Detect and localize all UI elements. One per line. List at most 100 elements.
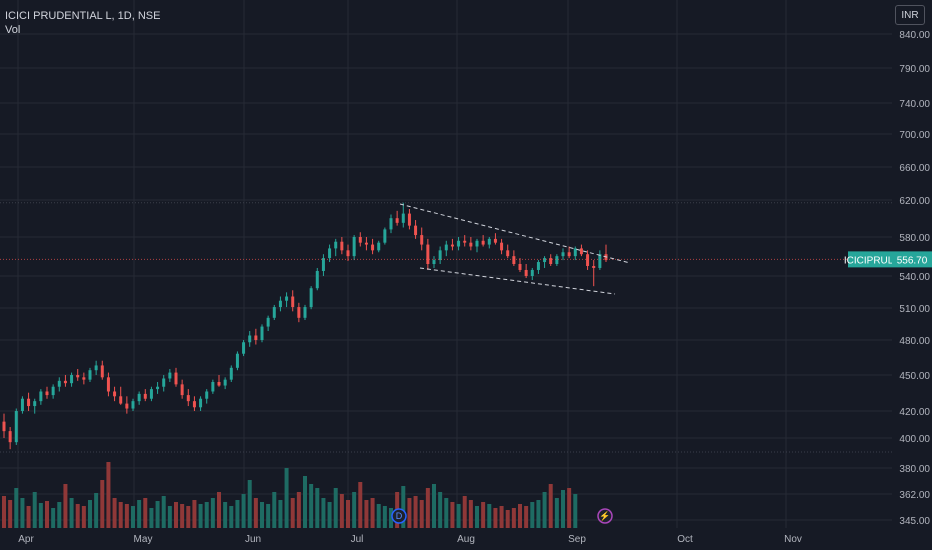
- volume-bar: [419, 500, 424, 528]
- chart-legend: ICICI PRUDENTIAL L, 1D, NSE Vol: [5, 9, 160, 37]
- volume-bar: [536, 500, 541, 528]
- price-tick-label: 660.00: [899, 163, 930, 174]
- candle-body: [186, 395, 190, 402]
- volume-indicator-label[interactable]: Vol: [5, 24, 21, 36]
- volume-bar: [100, 480, 105, 528]
- volume-bar: [88, 500, 92, 528]
- candle-body: [414, 225, 418, 236]
- candle-body: [57, 380, 61, 387]
- candle-body: [438, 250, 442, 261]
- volume-bar: [327, 502, 332, 528]
- volume-bar: [137, 500, 142, 528]
- volume-bar: [69, 498, 74, 528]
- candle-body: [70, 375, 74, 384]
- earnings-icon[interactable]: ⚡: [597, 508, 613, 524]
- candle-body: [573, 248, 577, 257]
- currency-button[interactable]: INR: [895, 5, 925, 25]
- volume-bar: [51, 508, 56, 528]
- candle-body: [358, 237, 362, 243]
- volume-bar: [290, 498, 295, 528]
- candle-body: [586, 254, 590, 266]
- volume-bar: [561, 490, 565, 528]
- volume-bar: [376, 504, 381, 528]
- volume-bar: [468, 500, 473, 528]
- time-axis[interactable]: Apr May Jun Jul Aug Sep Oct Nov: [0, 528, 892, 550]
- candle-body: [229, 367, 233, 380]
- candle-body: [266, 317, 270, 327]
- candle-body: [106, 377, 110, 392]
- volume-bar: [155, 501, 160, 528]
- price-tick-label: 510.00: [899, 304, 930, 315]
- volume-bar: [401, 486, 406, 528]
- candle-body: [260, 326, 264, 340]
- candle-body: [100, 365, 104, 378]
- candle-body: [125, 403, 129, 409]
- price-tick-label: 620.00: [899, 196, 930, 207]
- time-tick-label: Sep: [568, 534, 586, 545]
- volume-bar: [272, 492, 277, 528]
- symbol-title[interactable]: ICICI PRUDENTIAL L, 1D, NSE: [5, 10, 161, 22]
- volume-bar: [444, 498, 449, 528]
- volume-bar: [438, 492, 443, 528]
- time-tick-label: Nov: [784, 534, 802, 545]
- candle-body: [371, 244, 375, 251]
- candle-body: [113, 391, 117, 397]
- trendline-upper[interactable]: [399, 203, 631, 264]
- volume-bar: [321, 498, 326, 528]
- candle-body: [254, 335, 258, 340]
- candle-body: [291, 296, 295, 308]
- volume-bar: [8, 500, 13, 528]
- candle-body: [389, 218, 393, 230]
- candle-body: [20, 398, 24, 411]
- volume-bar: [118, 502, 123, 528]
- candle-body: [149, 389, 153, 399]
- volume-bar: [315, 488, 320, 528]
- volume-bar: [266, 504, 271, 528]
- volume-bar: [389, 508, 393, 528]
- volume-bar: [192, 500, 197, 528]
- candle-body: [536, 262, 540, 270]
- volume-bar: [223, 502, 228, 528]
- volume-bar: [260, 502, 264, 528]
- candle-body: [598, 254, 602, 268]
- candle-body: [76, 375, 80, 378]
- candle-body: [94, 365, 98, 371]
- price-axis[interactable]: 840.00 790.00 740.00 700.00 660.00 620.00 580.…: [892, 0, 932, 528]
- candle-body: [377, 242, 381, 251]
- volume-bar: [370, 498, 375, 528]
- candle-body: [487, 238, 491, 245]
- price-tick-label: 840.00: [899, 30, 930, 41]
- symbol-badge[interactable]: [848, 251, 892, 268]
- candle-body: [192, 401, 196, 408]
- candle-body: [137, 393, 141, 402]
- volume-bar: [511, 508, 516, 528]
- symbol-badge-label: ICICIPRULI: [844, 255, 892, 266]
- volume-bar: [432, 484, 436, 528]
- time-tick-label: May: [134, 534, 153, 545]
- candle-body: [82, 377, 86, 380]
- volume-bar: [94, 493, 99, 528]
- time-tick-label: Oct: [677, 534, 693, 545]
- volume-bar: [499, 506, 504, 528]
- candle-body: [450, 244, 454, 247]
- volume-bar: [241, 494, 246, 528]
- candle-body: [555, 256, 559, 265]
- volume-bar: [217, 492, 221, 528]
- price-chart[interactable]: ICICIPRULI D ⚡: [0, 0, 892, 528]
- candle-body: [407, 213, 411, 226]
- volume-bar: [167, 506, 172, 528]
- volume-bar: [210, 498, 215, 528]
- last-price-badge[interactable]: [892, 251, 932, 268]
- volume-bar: [352, 492, 357, 528]
- candle-body: [579, 248, 583, 255]
- trendline-lower[interactable]: [419, 267, 616, 295]
- candle-body: [500, 242, 504, 251]
- dividend-icon[interactable]: D: [391, 508, 407, 524]
- candle-body: [506, 250, 510, 257]
- candle-body: [383, 229, 387, 243]
- candle-body: [180, 384, 184, 396]
- candle-body: [235, 353, 239, 368]
- volume-bar: [63, 484, 68, 528]
- candle-body: [309, 288, 313, 308]
- candle-body: [530, 269, 534, 276]
